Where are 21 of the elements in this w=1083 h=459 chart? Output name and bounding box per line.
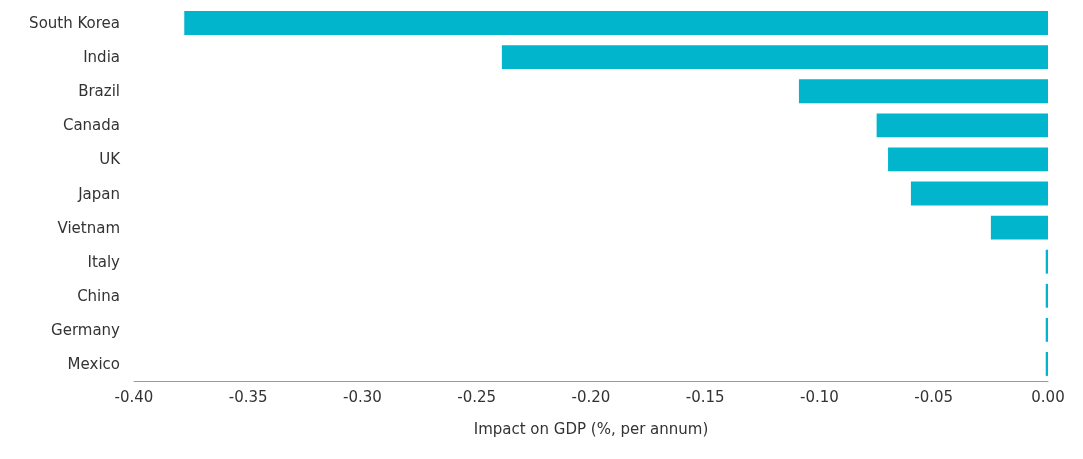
x-tick-label: 0.00 (1031, 387, 1065, 406)
y-tick-label: South Korea (29, 14, 120, 33)
x-tick-label: -0.35 (228, 387, 268, 406)
x-tick-label: -0.05 (914, 387, 954, 406)
x-tick-label: -0.10 (800, 387, 839, 406)
y-tick-label: UK (99, 150, 122, 169)
y-tick-label: Brazil (78, 82, 120, 101)
y-tick-label: India (83, 48, 120, 67)
x-tick-label: -0.20 (571, 387, 611, 406)
x-tick-label: -0.15 (685, 387, 725, 406)
y-tick-label: Italy (87, 252, 121, 271)
x-axis-title: Impact on GDP (%, per annum) (473, 419, 709, 438)
x-tick-label: -0.40 (114, 387, 154, 406)
y-tick-label: Japan (77, 184, 120, 203)
y-tick-label: Germany (51, 320, 121, 339)
x-tick-label: -0.25 (457, 387, 497, 406)
y-tick-label: Vietnam (57, 218, 120, 237)
x-tick-label: -0.30 (343, 387, 382, 406)
y-tick-label: Mexico (67, 354, 120, 373)
y-tick-label: China (77, 286, 120, 305)
y-tick-label: Canada (62, 116, 120, 135)
